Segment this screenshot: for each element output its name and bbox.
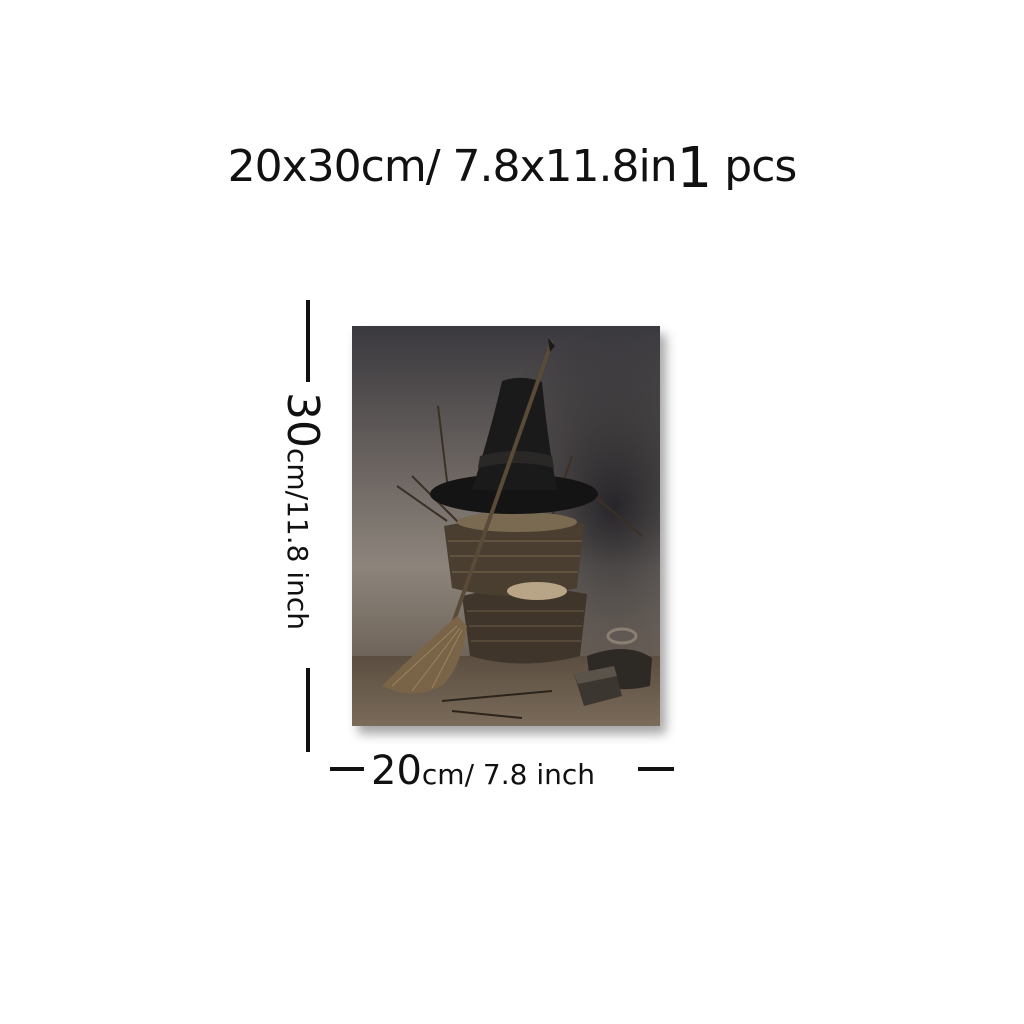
width-value: 20: [371, 748, 422, 794]
height-dimension-label: 30cm/11.8 inch: [277, 392, 328, 630]
height-value: 30: [277, 392, 328, 448]
width-dimension-line-right: [638, 767, 674, 771]
painting-art: [352, 326, 660, 726]
height-dimension-line-top: [306, 300, 310, 382]
width-dimension-label: 20cm/ 7.8 inch: [371, 748, 595, 794]
quantity-number: 1: [676, 136, 713, 201]
size-text: 20x30cm/ 7.8x11.8in: [227, 141, 678, 192]
quantity-unit: pcs: [724, 141, 797, 192]
canvas-painting: [352, 326, 660, 726]
width-unit: cm/ 7.8 inch: [421, 758, 596, 791]
height-unit: cm/11.8 inch: [281, 448, 314, 631]
width-dimension-line-left: [330, 767, 364, 771]
height-dimension-line-bottom: [306, 668, 310, 752]
product-size-title: 20x30cm/ 7.8x11.8in1 pcs: [0, 136, 1024, 201]
